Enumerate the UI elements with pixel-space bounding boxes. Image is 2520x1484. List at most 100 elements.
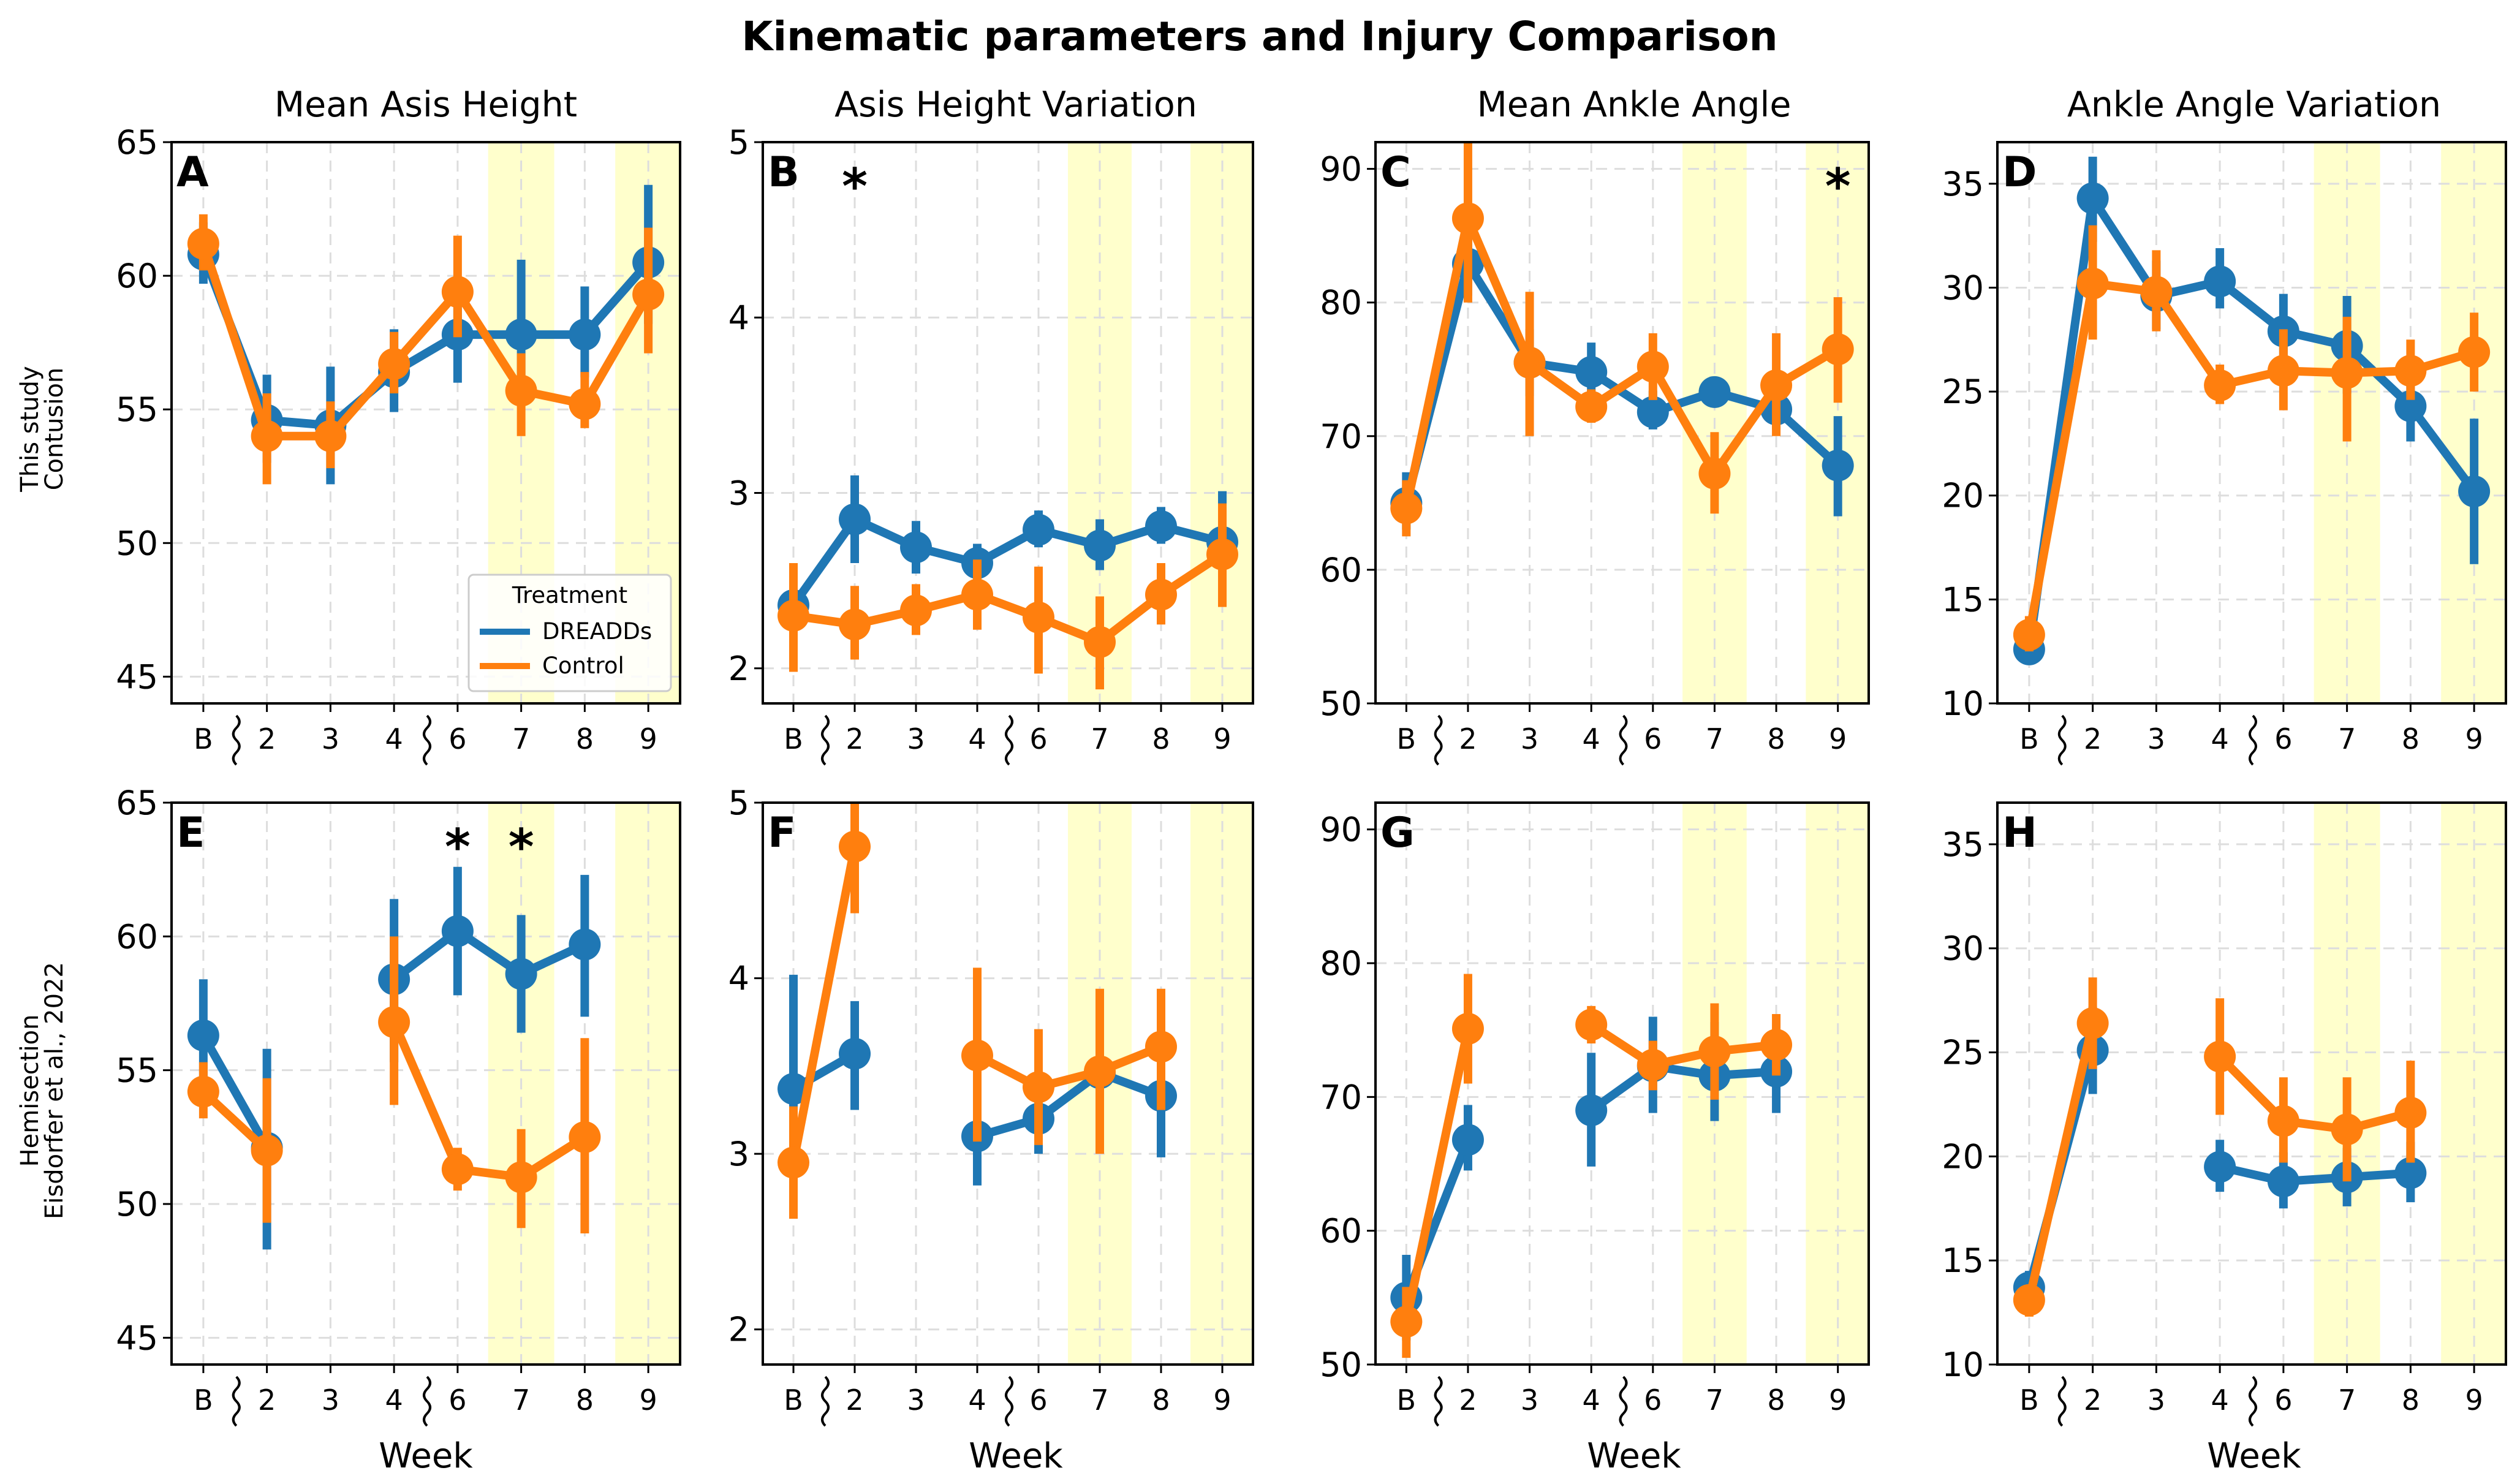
x-tick-label: 9 [1829,1384,1847,1417]
data-point [187,1019,219,1051]
y-tick-label: 50 [116,524,158,562]
data-point [1451,1124,1484,1156]
data-point [2076,182,2109,214]
y-tick-label: 50 [1320,684,1362,723]
legend-label-dreadds: DREADDs [542,618,652,645]
axis-break-icon [1619,1376,1628,1427]
series-control [187,936,601,1234]
data-point [961,578,993,611]
y-tick-label: 3 [728,1135,749,1173]
y-tick-label: 35 [1942,165,1984,203]
data-point [2076,1007,2109,1040]
y-tick-label: 20 [1942,1137,1984,1176]
panel-letter: F [768,809,796,857]
data-point [1451,202,1484,235]
data-point [2267,1165,2299,1198]
data-point [505,958,537,990]
x-tick-label: 6 [1644,1384,1662,1417]
data-point [2267,1105,2299,1137]
data-point [1698,376,1731,408]
data-point [778,1146,809,1179]
data-point [632,278,665,311]
x-tick-label: 3 [2147,1384,2165,1417]
series-control [778,503,1238,690]
data-point [187,227,219,260]
x-tick-label: 3 [322,722,339,755]
data-point [839,503,871,536]
row-label-2: Hemisection Eisdorfer et al., 2022 [16,962,69,1219]
x-tick-label: B [194,1384,213,1417]
data-point [2204,1151,2236,1183]
x-tick-label: 7 [512,722,530,755]
x-tick-label: 4 [385,722,403,755]
x-tick-label: 2 [1459,722,1477,755]
x-tick-label: 9 [2465,1384,2483,1417]
x-tick-label: 2 [258,1384,276,1417]
axis-break-icon [821,714,830,766]
data-point [1206,538,1238,570]
x-tick-label: B [2019,722,2039,755]
series-dreadds [2013,156,2491,665]
data-point [1023,1071,1054,1104]
axis-break-icon [232,1376,241,1427]
data-point [1698,1035,1731,1068]
x-tick-label: B [1397,1384,1417,1417]
legend-label-control: Control [542,653,624,679]
x-tick-label: B [784,722,803,755]
panel-F: 2 3 4 5 B 2 3 4 6 7 8 9 F [728,784,1254,1427]
y-tick-label: 2 [728,1311,749,1349]
data-point [2013,1284,2045,1316]
data-point [839,830,871,863]
significance-star: * [445,819,471,876]
axes-frame [170,141,681,705]
x-tick-label: 4 [968,722,986,755]
row-label-1: This study Contusion [16,366,69,492]
x-tick-label: 3 [1521,1384,1538,1417]
x-axis-label-col-4: Week [2207,1436,2301,1476]
data-point [1575,1094,1608,1127]
row-label-1-line-1: This study [16,366,44,492]
y-tick-label: 15 [1942,1241,1984,1280]
data-point [778,599,809,632]
x-tick-label: 6 [1029,722,1047,755]
axis-break-icon [423,714,431,766]
x-tick-label: 3 [907,1384,925,1417]
series-control [187,214,665,485]
y-tick-label: 90 [1320,811,1362,849]
axes-frame [1996,141,2507,705]
data-point [2458,475,2491,507]
data-point [839,608,871,641]
data-point [251,1134,283,1167]
x-tick-label: 4 [2211,722,2228,755]
y-tick-label: 10 [1942,1346,1984,1384]
axis-break-icon [1005,1376,1013,1427]
x-tick-label: 7 [2338,722,2356,755]
panel-letter: G [1380,809,1415,857]
data-point [1145,578,1177,611]
x-tick-label: 8 [1767,722,1785,755]
series-control [2013,225,2491,652]
data-point [187,1075,219,1108]
x-tick-label: 7 [1091,1384,1108,1417]
series-control [778,803,1177,1219]
column-title-3: Mean Ankle Angle [1477,85,1792,125]
panel-letter: E [176,809,205,857]
legend-box [467,574,672,692]
x-tick-label: 9 [1213,1384,1231,1417]
y-tick-label: 70 [1320,1078,1362,1116]
x-axis-label-col-1: Week [379,1436,473,1476]
data-point [900,531,932,564]
y-tick-label: 50 [1320,1346,1362,1384]
axis-break-icon [2057,714,2067,766]
series-line-dreadds [199,926,587,1150]
axis-break-icon [2057,1376,2067,1427]
x-tick-label: 3 [322,1384,339,1417]
panel-A: 45 50 55 60 65 B 2 3 4 6 7 8 9 A Treatment DREADDs Contr… [116,123,682,766]
y-tick-label: 30 [1942,929,1984,968]
x-tick-label: 9 [1213,722,1231,755]
x-tick-label: 2 [846,722,863,755]
data-point [1084,1055,1116,1088]
axes-frame [170,801,681,1366]
x-tick-label: 4 [2211,1384,2228,1417]
data-point [1822,449,1854,482]
